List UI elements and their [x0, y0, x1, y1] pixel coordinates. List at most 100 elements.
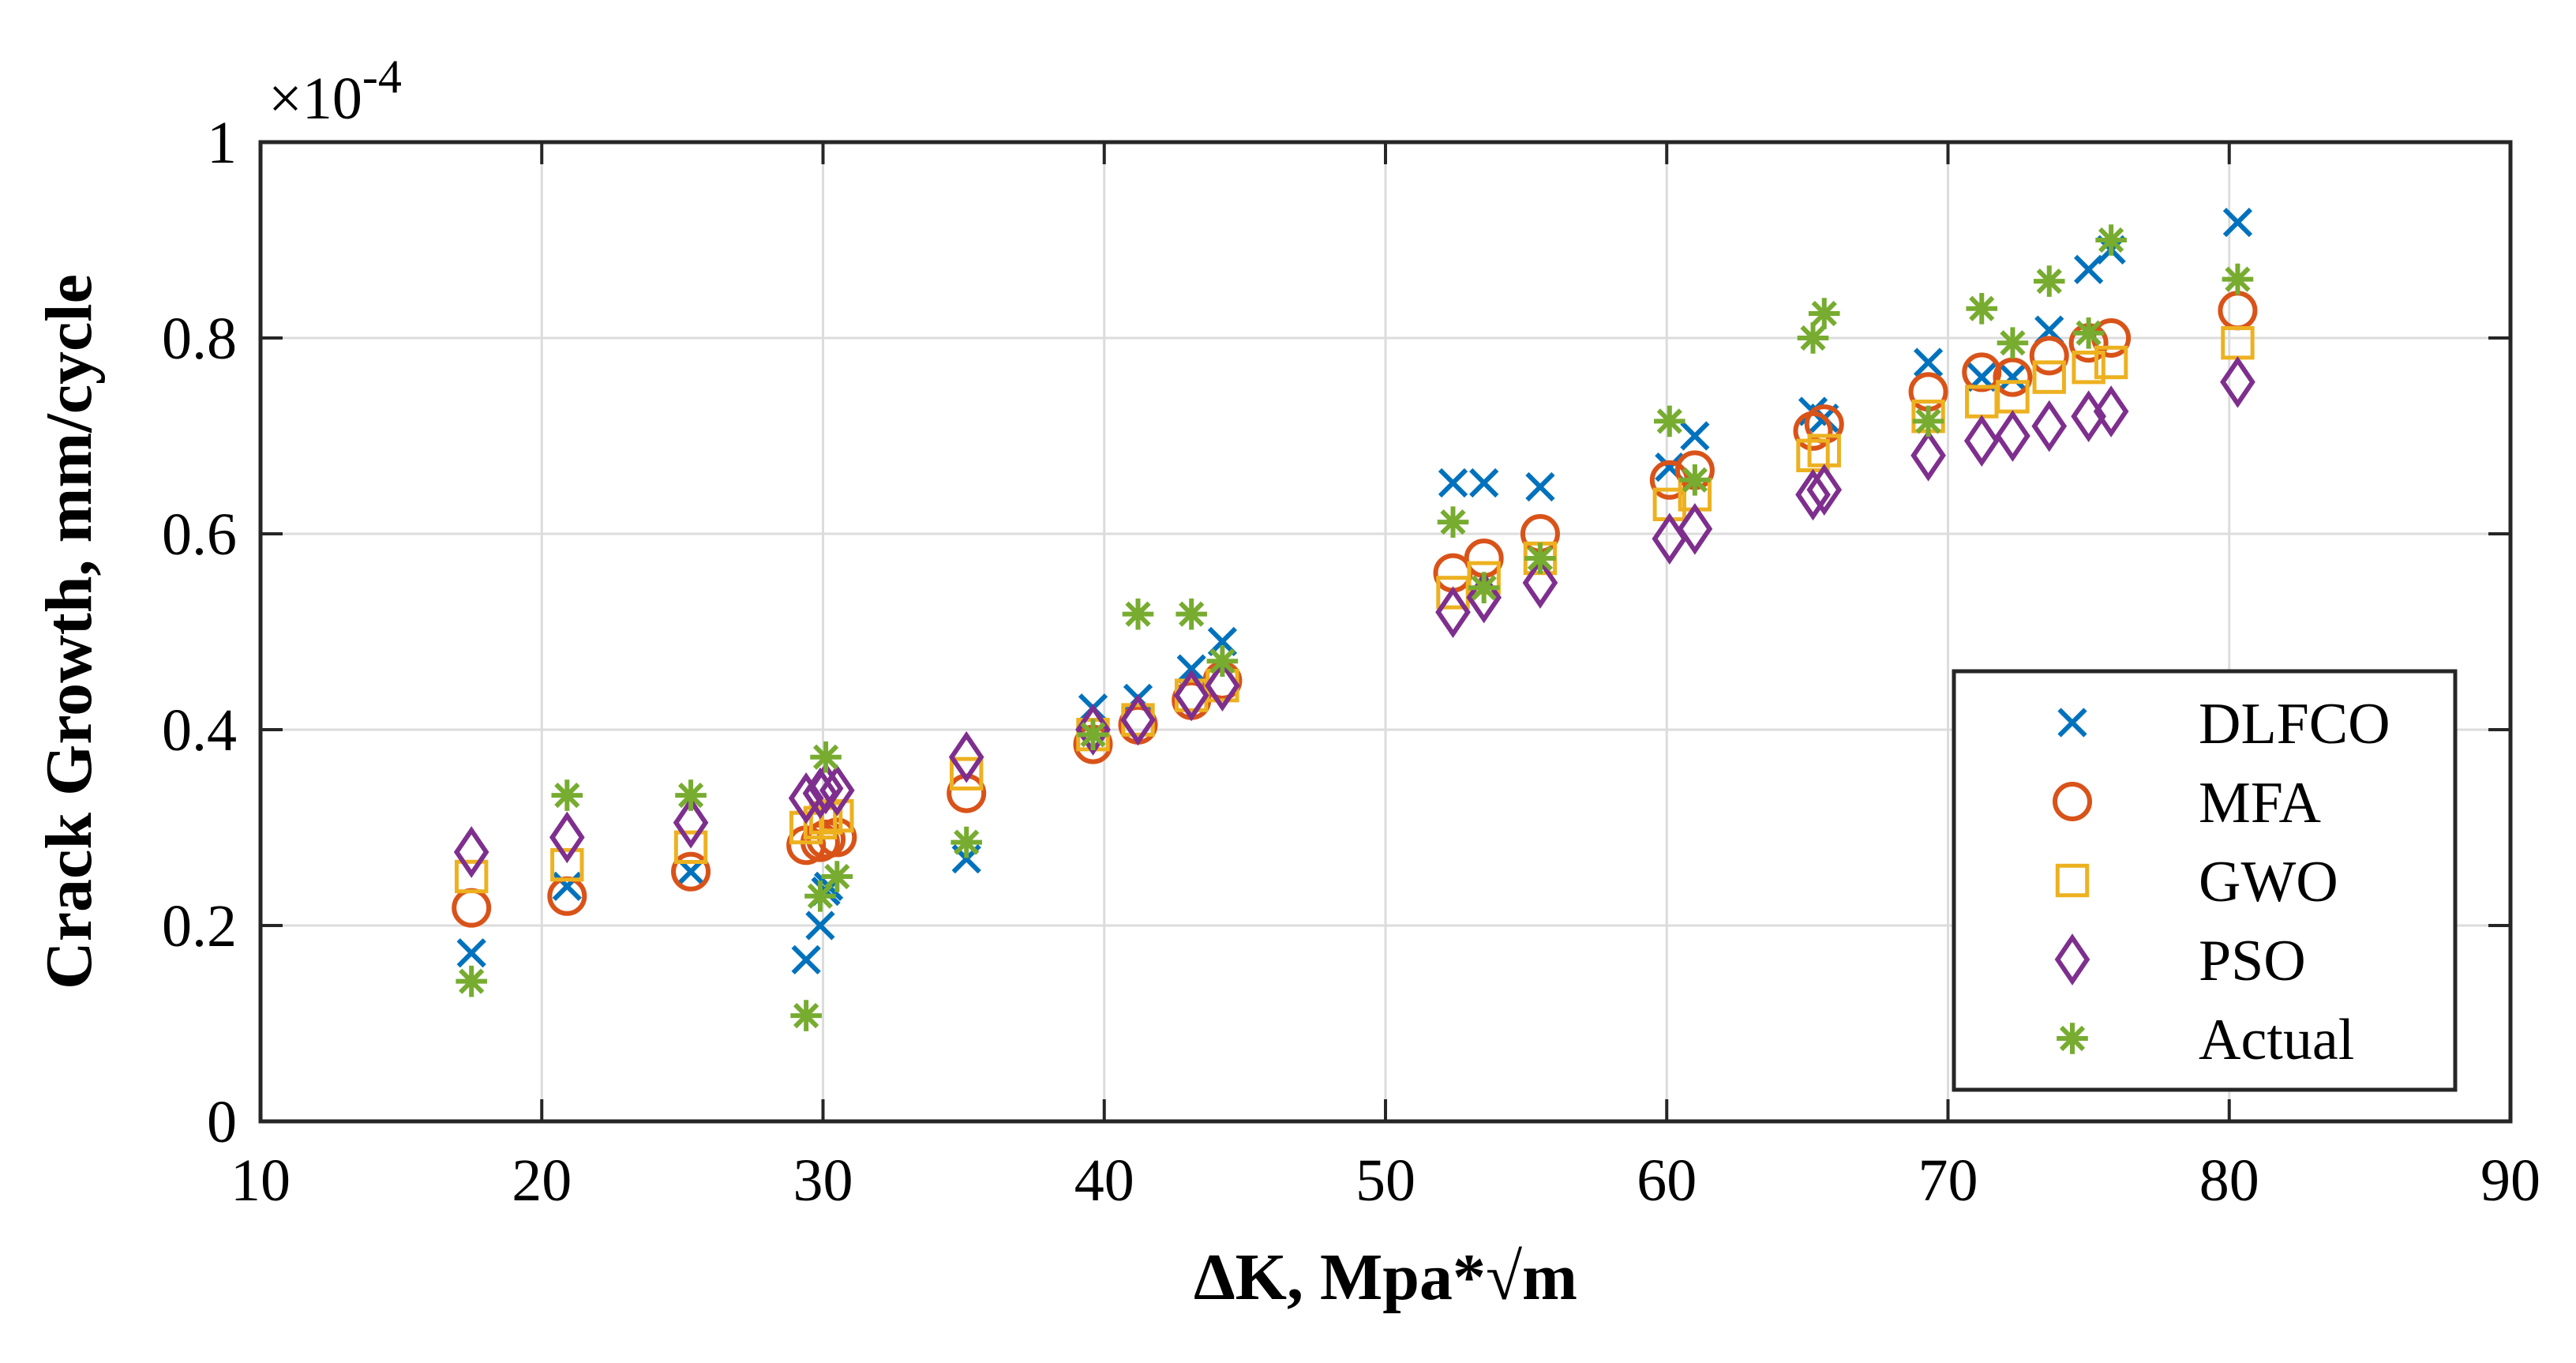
pso-point [1466, 571, 1502, 624]
pso-point [808, 762, 844, 815]
x-marker-stroke [1655, 452, 1685, 482]
x-tick-label: 70 [1918, 1147, 1978, 1214]
actual-point [1997, 327, 2029, 359]
actual-point [821, 861, 853, 892]
pso-point [549, 811, 585, 864]
star-marker-stroke [554, 782, 580, 809]
star-marker-stroke [793, 1002, 819, 1029]
star-marker-stroke [1811, 300, 1837, 327]
legend-marker-actual [2057, 1023, 2088, 1054]
star-marker-stroke [1969, 295, 1995, 321]
star-marker-stroke [2225, 266, 2251, 292]
dlfco-point [1525, 471, 1555, 502]
star-marker-stroke [1915, 408, 1941, 434]
dlfco-point [456, 938, 486, 968]
x-marker-stroke [1913, 347, 1944, 377]
actual-point [1679, 464, 1711, 496]
x-tick-label: 30 [793, 1147, 853, 1214]
legend-marker-mfa [2053, 782, 2092, 821]
actual-point [1966, 293, 1998, 325]
actual-point [1122, 598, 1154, 630]
actual-point [2072, 317, 2105, 349]
y-exponent-power: -4 [362, 51, 402, 103]
star-marker-stroke [1471, 575, 1497, 601]
legend-label: DLFCO [2199, 692, 2390, 757]
pso-point [1677, 502, 1713, 555]
x-marker-stroke [456, 938, 486, 968]
mfa-point [671, 851, 711, 892]
x-marker-stroke [1469, 467, 1499, 498]
pso-point [1120, 693, 1156, 746]
actual-point [456, 965, 487, 997]
gwo-point [673, 830, 708, 864]
actual-point [2095, 224, 2127, 256]
star-marker-stroke [1209, 648, 1236, 674]
axis-ticks: 10 20 30 40 50 60 70 80 90 0 0.2 0.4 0.6 0.8 1 [162, 110, 2540, 1214]
dlfco-point [805, 911, 835, 941]
legend-label: Actual [2199, 1008, 2354, 1072]
x-tick-label: 10 [231, 1147, 291, 1214]
series-actual [456, 224, 2254, 1031]
x-tick-label: 60 [1637, 1147, 1697, 1214]
pso-point [1995, 410, 2030, 462]
legend: DLFCO MFA GWO PSO Actual [1952, 669, 2458, 1092]
x-tick-label: 90 [2480, 1147, 2540, 1214]
pso-point [948, 730, 984, 783]
actual-point [675, 779, 707, 811]
x-marker-stroke [1525, 471, 1555, 502]
star-marker-stroke [1080, 722, 1106, 748]
gwo-point [550, 847, 584, 882]
actual-point [1808, 298, 1840, 329]
star-marker-stroke [1527, 545, 1554, 572]
dlfco-point [1469, 467, 1499, 498]
legend-label: MFA [2199, 771, 2321, 835]
legend-marker-gwo [2055, 863, 2090, 898]
pso-point [1795, 468, 1831, 521]
actual-point [1524, 543, 1556, 574]
gwo-point [2032, 360, 2066, 394]
x-marker-stroke [1176, 654, 1206, 684]
star-marker-stroke [824, 863, 850, 890]
actual-point [1468, 572, 1500, 603]
legend-item-actual: Actual [2057, 1008, 2354, 1072]
gwo-point [2072, 351, 2105, 385]
pso-point [2031, 400, 2068, 452]
x-marker-stroke [791, 944, 821, 975]
star-marker-stroke [1179, 601, 1205, 627]
pso-point [1522, 557, 1558, 609]
legend-box [1952, 669, 2458, 1092]
y-tick-label: 0.8 [162, 306, 237, 372]
pso-point [1963, 415, 2000, 467]
legend-item-mfa: MFA [2053, 771, 2321, 835]
legend-item-pso: PSO [2054, 929, 2306, 993]
x-marker-stroke [805, 911, 835, 941]
star-marker-stroke [459, 968, 485, 994]
pso-point [673, 796, 709, 849]
y-tick-label: 0.2 [162, 893, 237, 959]
actual-point [2222, 263, 2254, 295]
legend-marker-dlfco [2057, 708, 2087, 738]
pso-point [788, 772, 824, 824]
actual-point [1912, 405, 1944, 437]
dlfco-point [1997, 362, 2028, 392]
x-tick-label: 20 [512, 1147, 572, 1214]
y-tick-label: 0 [207, 1089, 237, 1155]
star-marker-stroke [2098, 227, 2124, 253]
legend-label: PSO [2199, 929, 2306, 993]
actual-point [951, 826, 982, 858]
legend-item-dlfco: DLFCO [2057, 692, 2390, 757]
star-marker-stroke [954, 829, 980, 855]
star-marker-stroke [1800, 325, 1826, 351]
y-tick-label: 0.4 [162, 697, 237, 764]
gwo-point [949, 757, 984, 790]
star-marker-stroke [812, 744, 839, 770]
legend-label: GWO [2199, 850, 2338, 914]
x-marker-stroke [1680, 421, 1710, 451]
dlfco-point [791, 944, 821, 975]
actual-point [1654, 405, 1685, 437]
gwo-point [454, 859, 489, 894]
x-tick-label: 80 [2199, 1147, 2259, 1214]
star-marker-stroke [677, 782, 704, 809]
dlfco-point [1176, 654, 1206, 684]
pso-point [1173, 669, 1209, 722]
